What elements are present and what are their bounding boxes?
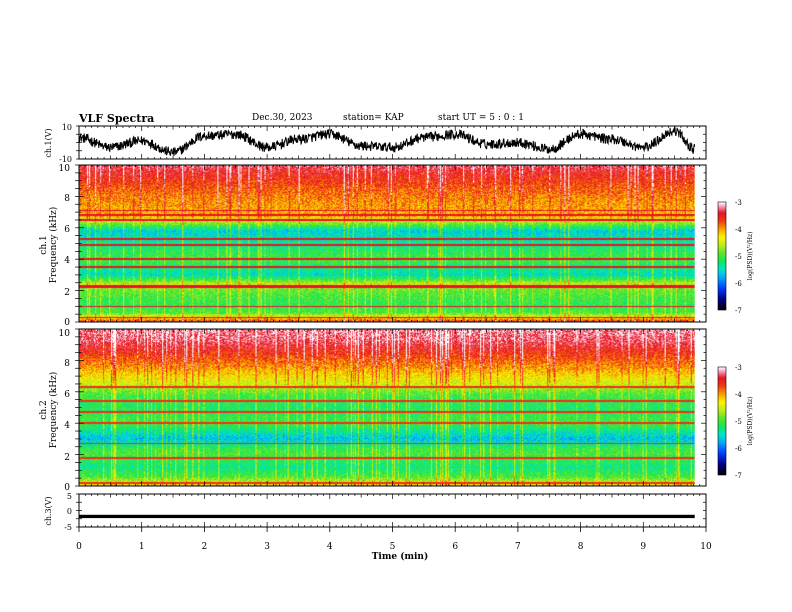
ch2-cbar-tick-m5: -5: [735, 418, 742, 426]
ch2-spec-channel-label: ch.2: [39, 400, 49, 419]
station-label: station= KAP: [343, 113, 404, 123]
ch3-ylabel: ch.3(V): [44, 496, 53, 525]
ch2-cbar-tick-m3: -3: [735, 364, 742, 372]
xtick-5: 5: [390, 542, 396, 552]
ch1-spec-ylabel: Frequency (kHz): [48, 207, 59, 284]
xtick-2: 2: [202, 542, 208, 552]
ch2-spectrogram-image: [79, 329, 695, 486]
xtick-6: 6: [452, 542, 458, 552]
ch2-spectrogram-panel: 0 2 4 6 8 10 ch.2 Frequency (kHz): [39, 329, 695, 493]
ch2-freq-ytick-10: 10: [59, 329, 71, 339]
time-axis: 0 1 2 3 4 5 6 7 8 9 10 Time (min): [76, 542, 712, 562]
panel-frames: [75, 125, 707, 532]
ch1-cbar-tick-m4: -4: [735, 226, 742, 234]
date-label: Dec.30, 2023: [252, 113, 313, 123]
ch1-cbar-tick-m7: -7: [735, 307, 742, 315]
ch1-ytick-bottom: -10: [59, 155, 72, 164]
ch2-freq-ytick-4: 4: [64, 421, 70, 431]
ch2-colorbar: -3 -4 -5 -6 -7 log(PSD)(V²/Hz): [717, 364, 754, 480]
xtick-10: 10: [700, 542, 712, 552]
ch1-freq-ytick-8: 8: [64, 194, 70, 204]
figure-title: VLF Spectra: [79, 112, 155, 125]
ch1-spectrogram-panel: 0 2 4 6 8 10 ch.1 Frequency (kHz): [39, 164, 695, 328]
ch1-freq-ytick-2: 2: [64, 288, 70, 298]
ch3-ytick-bottom: -5: [64, 523, 72, 532]
ch2-cbar-tick-m6: -6: [735, 445, 742, 453]
ch2-spec-ylabel: Frequency (kHz): [48, 372, 59, 449]
xtick-9: 9: [640, 542, 646, 552]
ch2-freq-ytick-2: 2: [64, 453, 70, 463]
ch1-freq-ytick-6: 6: [64, 225, 70, 235]
ch2-cbar-label: log(PSD)(V²/Hz): [747, 397, 754, 446]
xtick-0: 0: [76, 542, 82, 552]
ch1-freq-ytick-4: 4: [64, 256, 70, 266]
ch1-spec-channel-label: ch.1: [39, 235, 49, 254]
xtick-1: 1: [139, 542, 145, 552]
ch3-trace-panel: 5 0 -5 ch.3(V): [44, 492, 695, 532]
ch1-waveform-line: [78, 126, 696, 156]
ch1-spectrogram-image: [79, 165, 695, 322]
ch2-cbar-tick-m4: -4: [735, 391, 742, 399]
ch3-ytick-mid: 0: [67, 507, 72, 516]
ch1-colorbar: -3 -4 -5 -6 -7 log(PSD)(V²/Hz): [717, 199, 754, 315]
xtick-4: 4: [327, 542, 333, 552]
ch2-freq-ytick-6: 6: [64, 390, 70, 400]
ch1-freq-ytick-10: 10: [59, 164, 71, 174]
ch1-cbar-tick-m6: -6: [735, 280, 742, 288]
ch1-cbar-label: log(PSD)(V²/Hz): [747, 232, 754, 281]
xtick-8: 8: [578, 542, 584, 552]
ch1-ytick-top: 10: [62, 123, 72, 132]
x-axis-label: Time (min): [372, 551, 429, 562]
ch2-freq-ytick-8: 8: [64, 359, 70, 369]
ch3-ytick-top: 5: [67, 492, 72, 501]
ch1-freq-ytick-0: 0: [64, 318, 70, 328]
xtick-7: 7: [515, 542, 521, 552]
ch1-ylabel: ch.1(V): [44, 128, 53, 157]
ch2-freq-ytick-0: 0: [64, 483, 70, 493]
ch1-waveform-panel: 10 -10 ch.1(V): [44, 123, 696, 164]
ch3-trace-line: [79, 514, 695, 519]
ch1-cbar-tick-m5: -5: [735, 253, 742, 261]
ch1-cbar-tick-m3: -3: [735, 199, 742, 207]
start-time-label: start UT = 5 : 0 : 1: [438, 113, 524, 123]
ch1-colorbar-gradient: [718, 202, 726, 310]
ch2-cbar-tick-m7: -7: [735, 472, 742, 480]
xtick-3: 3: [264, 542, 270, 552]
ch2-colorbar-gradient: [718, 367, 726, 475]
